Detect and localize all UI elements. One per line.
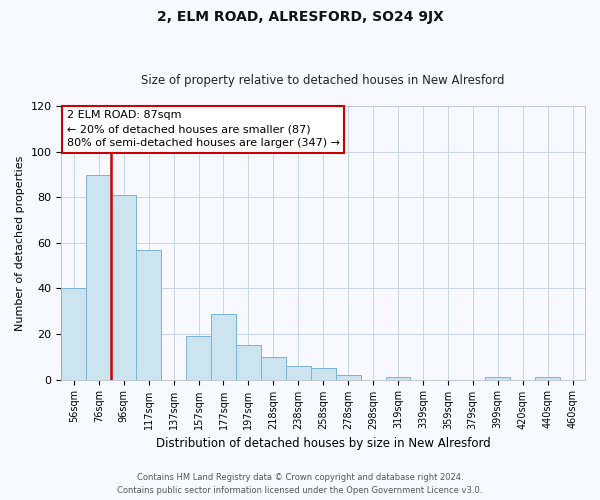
Bar (211, 314, 236, 380)
Bar (236, 346, 261, 380)
Bar (111, 195, 136, 380)
Text: 2, ELM ROAD, ALRESFORD, SO24 9JX: 2, ELM ROAD, ALRESFORD, SO24 9JX (157, 10, 443, 24)
X-axis label: Distribution of detached houses by size in New Alresford: Distribution of detached houses by size … (156, 437, 491, 450)
Bar (386, 378, 410, 380)
Bar (261, 357, 286, 380)
Bar (186, 336, 211, 380)
Bar (136, 250, 161, 380)
Bar (335, 375, 361, 380)
Bar (485, 378, 510, 380)
Title: Size of property relative to detached houses in New Alresford: Size of property relative to detached ho… (142, 74, 505, 87)
Bar (286, 366, 311, 380)
Bar (311, 368, 335, 380)
Y-axis label: Number of detached properties: Number of detached properties (15, 155, 25, 330)
Text: Contains HM Land Registry data © Crown copyright and database right 2024.
Contai: Contains HM Land Registry data © Crown c… (118, 474, 482, 495)
Text: 2 ELM ROAD: 87sqm
← 20% of detached houses are smaller (87)
80% of semi-detached: 2 ELM ROAD: 87sqm ← 20% of detached hous… (67, 110, 340, 148)
Bar (61, 288, 86, 380)
Bar (86, 174, 111, 380)
Bar (535, 378, 560, 380)
